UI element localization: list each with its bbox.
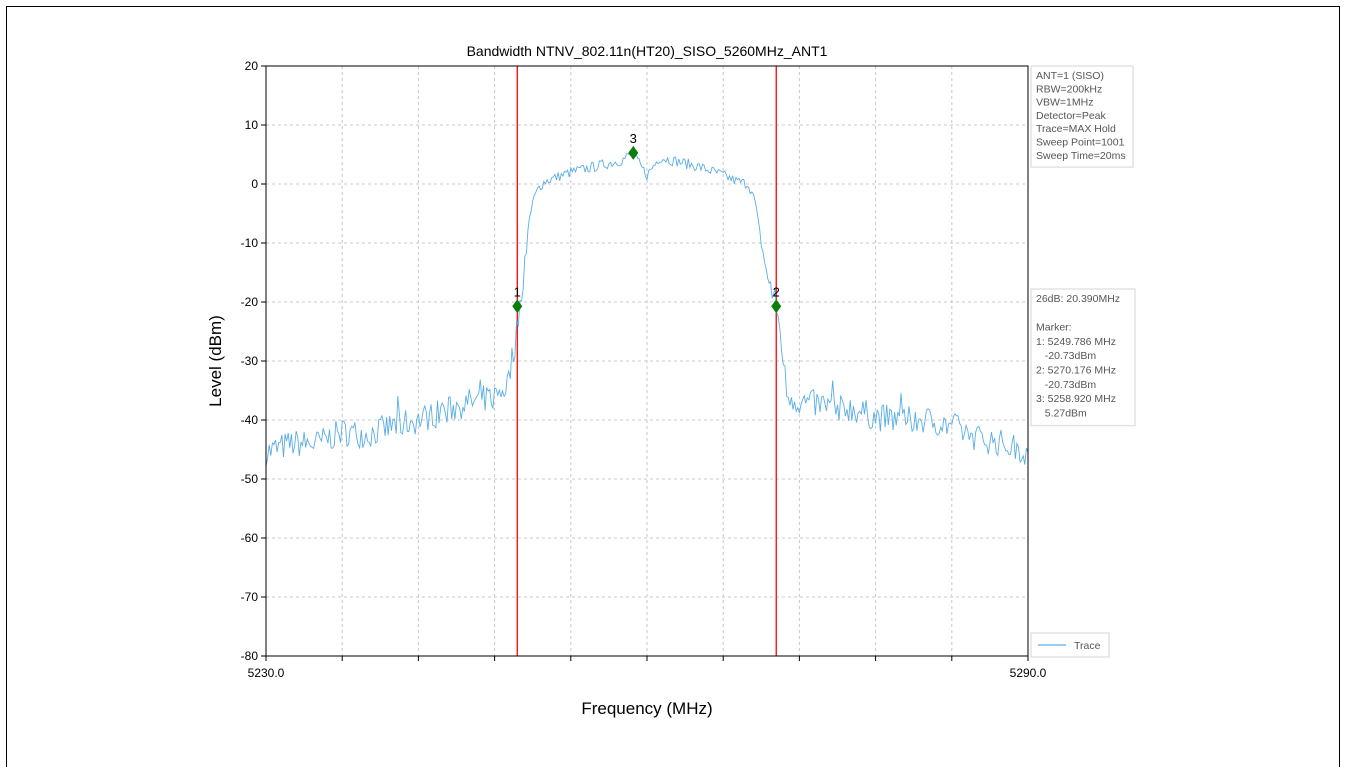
markers: 1 2 3: [512, 131, 782, 314]
info-line: Sweep Point=1001: [1036, 137, 1125, 149]
y-tick-label: -50: [241, 472, 259, 486]
bandwidth-result-box: 26dB: 20.390MHz Marker: 1: 5249.786 MHz -2…: [1030, 288, 1136, 427]
info-line: Sweep Time=20ms: [1036, 150, 1126, 162]
legend-label: Trace: [1074, 640, 1101, 652]
x-tick-label: 5290.0: [1010, 666, 1047, 680]
result-line: 3: 5258.920 MHz: [1036, 393, 1116, 405]
grid: [266, 66, 1028, 656]
chart-title: Bandwidth NTNV_802.11n(HT20)_SISO_5260MH…: [467, 43, 828, 59]
x-axis-label: Frequency (MHz): [581, 699, 712, 718]
result-line: 26dB: 20.390MHz: [1036, 293, 1120, 305]
result-frame: [1030, 288, 1136, 427]
y-tick-label: -60: [241, 531, 259, 545]
series-layer: [265, 150, 1029, 467]
marker-1-label: 1: [514, 284, 521, 299]
y-axis-label: Level (dBm): [206, 315, 225, 407]
info-line: RBW=200kHz: [1036, 83, 1102, 95]
y-tick-label: 20: [245, 59, 259, 73]
result-line: -20.73dBm: [1036, 379, 1096, 391]
page-frame: [6, 6, 1340, 767]
marker-lines: [516, 66, 777, 656]
result-line: 5.27dBm: [1036, 407, 1087, 419]
info-frame: [1030, 65, 1134, 168]
info-line: ANT=1 (SISO): [1036, 70, 1104, 82]
legend: Trace: [1030, 632, 1110, 658]
result-line: -20.73dBm: [1036, 350, 1096, 362]
info-line: VBW=1MHz: [1036, 97, 1093, 109]
y-tick-label: -20: [241, 295, 259, 309]
info-line: Trace=MAX Hold: [1036, 123, 1116, 135]
marker-3-label: 3: [630, 131, 637, 146]
result-line: 2: 5270.176 MHz: [1036, 365, 1116, 377]
marker-3-diamond: [628, 145, 639, 160]
y-tick-label: -10: [241, 236, 259, 250]
y-tick-label: -30: [241, 354, 259, 368]
marker-2-diamond: [771, 299, 782, 314]
marker-1-diamond: [512, 299, 523, 314]
y-tick-label: 0: [251, 177, 258, 191]
result-line: 1: 5249.786 MHz: [1036, 336, 1116, 348]
axis-ticks: 20 10 0 -10 -20 -30 -40 -50 -60 -70 -80 5230.0 5290.…: [241, 59, 1047, 680]
result-line: Marker:: [1036, 322, 1072, 334]
y-tick-label: 10: [245, 118, 259, 132]
info-line: Detector=Peak: [1036, 110, 1106, 122]
settings-info-box: ANT=1 (SISO)RBW=200kHz VBW=1MHzDetector=P…: [1030, 65, 1134, 168]
y-tick-label: -70: [241, 590, 259, 604]
y-tick-label: -80: [241, 649, 259, 663]
y-tick-label: -40: [241, 413, 259, 427]
x-tick-label: 5230.0: [248, 666, 285, 680]
marker-2-label: 2: [773, 284, 780, 299]
trace-line: [265, 150, 1029, 467]
